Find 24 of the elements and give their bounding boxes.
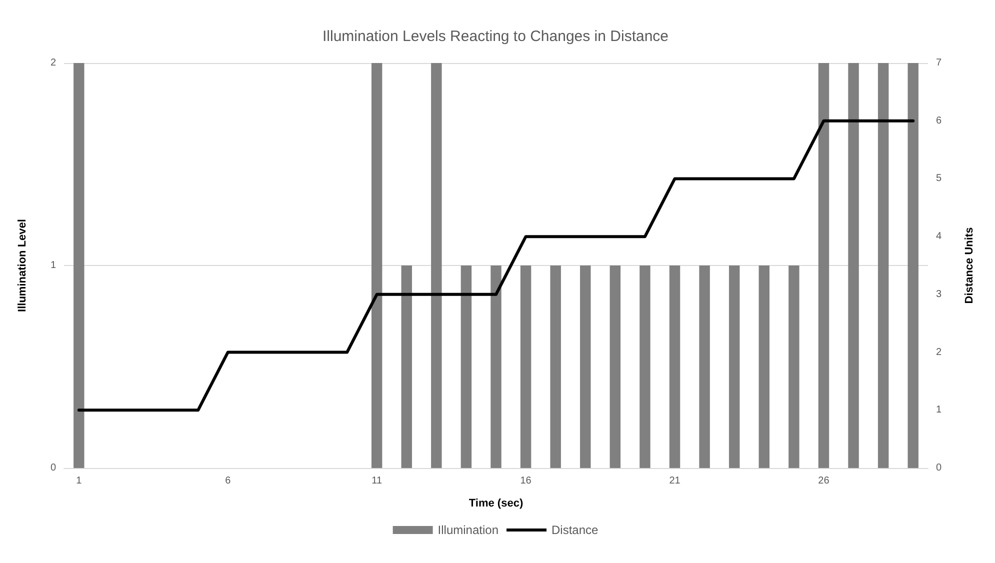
line-series [77, 119, 915, 412]
y2-tick-label: 3 [936, 288, 942, 300]
x-tick-label: 16 [520, 476, 532, 486]
y-tick-label: 2 [50, 58, 56, 68]
y2-tick-label: 0 [936, 462, 942, 474]
y2-tick-label: 7 [936, 58, 942, 68]
y-axis-title: Illumination Level [16, 219, 28, 312]
y2-tick-label: 5 [936, 173, 942, 184]
x-tick-label: 21 [669, 476, 681, 486]
y2-tick-label: 6 [936, 115, 942, 126]
y2-tick-label: 4 [936, 231, 942, 242]
x-tick-label: 26 [818, 476, 830, 486]
y2-tick-label: 2 [936, 346, 942, 358]
x-axis-title: Time (sec) [468, 498, 524, 510]
legend-label: Illumination [438, 523, 499, 537]
y2-axis-title: Distance Units [964, 227, 976, 304]
y-tick-label: 0 [50, 462, 56, 474]
x-tick-label: 1 [76, 476, 82, 486]
x-tick-label: 11 [372, 476, 382, 486]
chart-title: Illumination Levels Reacting to Changes in Distance [322, 28, 669, 45]
legend-label: Distance [552, 523, 599, 537]
y-tick-label: 1 [50, 260, 56, 271]
y2-tick-label: 1 [936, 404, 942, 416]
x-tick-label: 6 [225, 476, 232, 486]
